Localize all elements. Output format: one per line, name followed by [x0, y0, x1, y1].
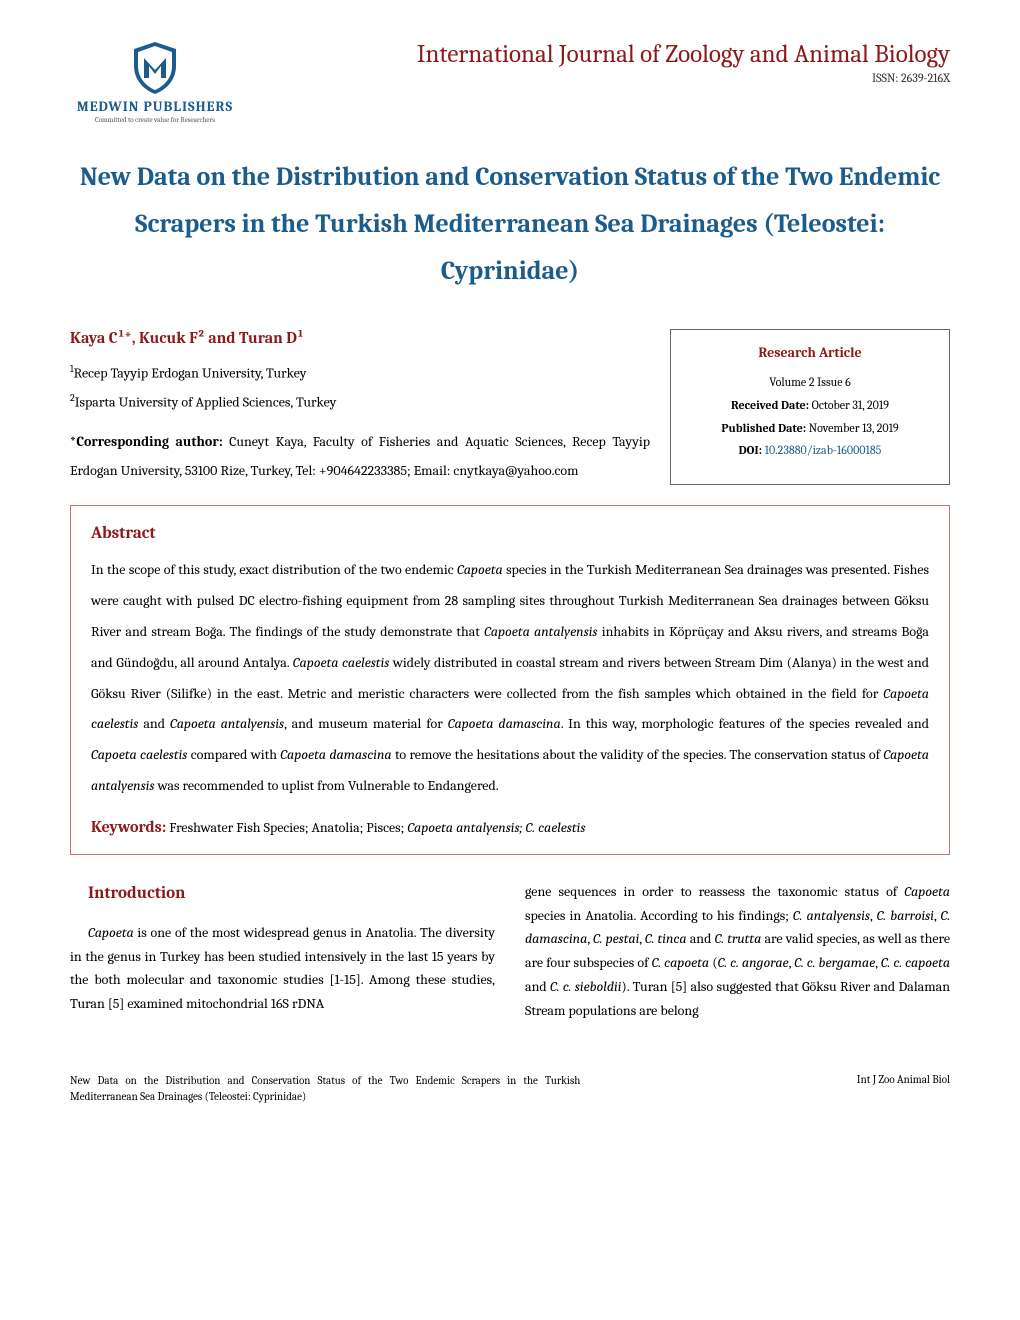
- abstract-text: In the scope of this study, exact distri…: [91, 555, 929, 801]
- corresponding-author: *Corresponding author: Cuneyt Kaya, Facu…: [70, 427, 650, 486]
- affiliation-2: 2Isparta University of Applied Sciences,…: [70, 388, 650, 417]
- article-type: Research Article: [683, 340, 937, 367]
- published-label: Published Date:: [721, 421, 806, 435]
- published-date: November 13, 2019: [806, 421, 898, 435]
- authors-line: Kaya C¹*, Kucuk F² and Turan D¹: [70, 329, 650, 347]
- article-title: New Data on the Distribution and Conserv…: [70, 154, 950, 294]
- journal-title: International Journal of Zoology and Ani…: [260, 40, 950, 69]
- publisher-logo-block: MEDWIN PUBLISHERS Committed to create va…: [70, 40, 240, 124]
- journal-title-block: International Journal of Zoology and Ani…: [260, 40, 950, 85]
- volume-issue: Volume 2 Issue 6: [683, 371, 937, 394]
- keywords-text: Freshwater Fish Species; Anatolia; Pisce…: [166, 819, 585, 836]
- introduction-section: Introduction Capoeta is one of the most …: [70, 880, 950, 1023]
- publisher-tagline: Committed to create value for Researcher…: [95, 116, 215, 124]
- abstract-box: Abstract In the scope of this study, exa…: [70, 505, 950, 854]
- affiliation-1: 1Recep Tayyip Erdogan University, Turkey: [70, 359, 650, 388]
- intro-column-left: Introduction Capoeta is one of the most …: [70, 880, 495, 1023]
- doi-link[interactable]: 10.23880/izab-16000185: [762, 443, 881, 457]
- footer-journal-abbrev: Int J Zoo Animal Biol: [857, 1073, 950, 1106]
- affiliation-2-text: Isparta University of Applied Sciences, …: [75, 394, 337, 411]
- introduction-heading: Introduction: [70, 880, 495, 909]
- intro-column-right: gene sequences in order to reassess the …: [525, 880, 950, 1023]
- article-meta-row: Kaya C¹*, Kucuk F² and Turan D¹ 1Recep T…: [70, 329, 950, 485]
- journal-issn: ISSN: 2639-216X: [260, 71, 950, 85]
- intro-paragraph-left: Capoeta is one of the most widespread ge…: [70, 921, 495, 1016]
- abstract-heading: Abstract: [91, 524, 929, 543]
- footer-citation: New Data on the Distribution and Conserv…: [70, 1073, 580, 1106]
- publisher-name: MEDWIN PUBLISHERS: [77, 98, 233, 115]
- corresponding-label: *Corresponding author:: [70, 433, 223, 450]
- page-footer: New Data on the Distribution and Conserv…: [70, 1073, 950, 1106]
- received-label: Received Date:: [731, 398, 809, 412]
- doi-line: DOI: 10.23880/izab-16000185: [683, 439, 937, 462]
- published-date-line: Published Date: November 13, 2019: [683, 417, 937, 440]
- publisher-shield-icon: [130, 40, 180, 96]
- authors-block: Kaya C¹*, Kucuk F² and Turan D¹ 1Recep T…: [70, 329, 650, 485]
- received-date: October 31, 2019: [809, 398, 889, 412]
- received-date-line: Received Date: October 31, 2019: [683, 394, 937, 417]
- intro-paragraph-right: gene sequences in order to reassess the …: [525, 880, 950, 1023]
- article-info-box: Research Article Volume 2 Issue 6 Receiv…: [670, 329, 950, 485]
- doi-label: DOI:: [739, 443, 762, 457]
- keywords-line: Keywords: Freshwater Fish Species; Anato…: [91, 818, 929, 836]
- keywords-label: Keywords:: [91, 818, 166, 836]
- page-header: MEDWIN PUBLISHERS Committed to create va…: [70, 40, 950, 124]
- affiliation-1-text: Recep Tayyip Erdogan University, Turkey: [74, 365, 307, 382]
